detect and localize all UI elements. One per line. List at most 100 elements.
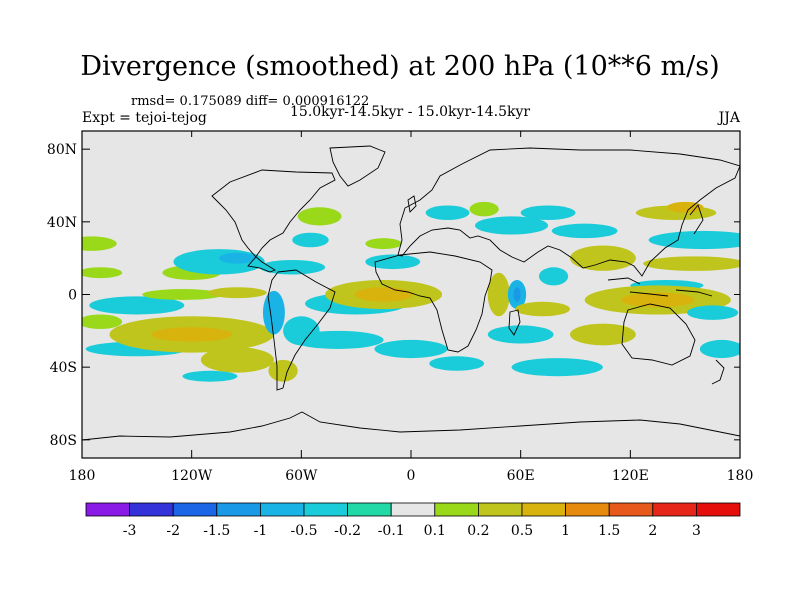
field-region-50 bbox=[182, 370, 238, 382]
field-region-28 bbox=[474, 216, 549, 235]
field-region-16 bbox=[268, 359, 298, 382]
map-axes: 180 120W 60W 0 60E 120E 180 80N 40N 0 40S 80S bbox=[47, 131, 753, 484]
field-region-25 bbox=[374, 339, 448, 359]
colorbar-level-label: 1 bbox=[561, 523, 570, 539]
field-region-31 bbox=[570, 245, 636, 271]
colorbar-swatch bbox=[303, 502, 348, 517]
x-tick-label: 120E bbox=[612, 468, 649, 484]
field-region-35 bbox=[643, 256, 740, 271]
colorbar-level-label: -0.1 bbox=[378, 523, 405, 539]
field-region-41 bbox=[513, 287, 521, 302]
colorbar-level-label: 0.1 bbox=[424, 523, 446, 539]
colorbar: -3 -2 -1.5 -1 -0.5 -0.2 -0.1 0.1 0.2 0.5 1 1.5 2 3 bbox=[85, 502, 741, 539]
field-region-23 bbox=[365, 254, 421, 270]
field-region-34 bbox=[648, 230, 740, 250]
colorbar-level-label: 0.5 bbox=[511, 523, 533, 539]
y-tick-label: 80N bbox=[47, 142, 77, 158]
colorbar-swatch bbox=[477, 502, 523, 517]
x-tick-label: 120W bbox=[171, 468, 213, 484]
field-region-48 bbox=[699, 339, 740, 359]
field-region-18 bbox=[292, 330, 384, 349]
colorbar-swatch bbox=[652, 502, 697, 517]
field-region-15 bbox=[262, 290, 285, 335]
field-region-2 bbox=[82, 314, 123, 330]
y-tick-label: 40S bbox=[50, 360, 77, 376]
field-region-30 bbox=[551, 223, 618, 239]
coastline-japan bbox=[689, 204, 704, 235]
colorbar-level-label: -0.5 bbox=[291, 523, 318, 539]
map-plot-area bbox=[81, 130, 741, 459]
colorbar-level-label: 2 bbox=[648, 523, 657, 539]
x-tick-label: 180 bbox=[69, 468, 96, 484]
chart-title: Divergence (smoothed) at 200 hPa (10**6 … bbox=[80, 51, 720, 82]
colorbar-swatch bbox=[565, 502, 610, 517]
y-tick-label: 40N bbox=[47, 215, 77, 231]
colorbar-level-label: 0.2 bbox=[467, 523, 489, 539]
field-region-43 bbox=[515, 301, 571, 317]
season-label: JJA bbox=[718, 110, 740, 126]
colorbar-level-label: -3 bbox=[123, 523, 137, 539]
field-region-1 bbox=[82, 267, 123, 279]
field-region-8 bbox=[200, 347, 274, 373]
divergence-field bbox=[82, 201, 740, 382]
field-region-22 bbox=[292, 232, 329, 248]
coastline-new-zealand bbox=[711, 359, 725, 385]
coastline-greenland bbox=[329, 145, 386, 187]
field-region-46 bbox=[511, 358, 603, 377]
x-tick-label: 60W bbox=[285, 468, 318, 484]
colorbar-level-label: -2 bbox=[166, 523, 180, 539]
x-tick-label: 0 bbox=[407, 468, 416, 484]
coastline-africa bbox=[374, 251, 493, 353]
colorbar-level-label: -1 bbox=[254, 523, 268, 539]
field-region-26 bbox=[425, 205, 470, 221]
field-region-33 bbox=[666, 201, 704, 213]
field-region-20 bbox=[354, 287, 413, 302]
colorbar-swatch bbox=[85, 502, 130, 517]
x-tick-label: 180 bbox=[727, 468, 754, 484]
field-region-45 bbox=[570, 323, 636, 346]
stats-label: rmsd= 0.175089 diff= 0.000916122 bbox=[131, 94, 370, 109]
field-region-7 bbox=[151, 327, 232, 342]
field-region-49 bbox=[429, 356, 485, 371]
colorbar-swatch bbox=[434, 502, 479, 517]
coastline-north-america bbox=[211, 169, 336, 273]
field-region-47 bbox=[686, 305, 739, 320]
y-tick-label: 0 bbox=[68, 288, 77, 304]
field-region-13 bbox=[208, 287, 267, 299]
field-region-11 bbox=[219, 252, 256, 264]
colorbar-swatch bbox=[129, 502, 174, 517]
colorbar-swatch bbox=[696, 502, 741, 517]
field-region-38 bbox=[621, 292, 695, 308]
colorbar-level-label: -0.2 bbox=[334, 523, 361, 539]
colorbar-swatch bbox=[608, 502, 654, 517]
field-region-9 bbox=[142, 289, 223, 300]
coastline-uk bbox=[407, 195, 417, 213]
field-region-24 bbox=[365, 238, 402, 250]
coastline-antarctica bbox=[82, 411, 740, 441]
colorbar-level-label: -1.5 bbox=[203, 523, 230, 539]
field-region-21 bbox=[297, 207, 342, 226]
colorbar-swatch bbox=[216, 502, 261, 517]
colorbar-level-label: 1.5 bbox=[598, 523, 620, 539]
colorbar-level-label: 3 bbox=[692, 523, 701, 539]
experiment-label: Expt = tejoi-tejog bbox=[82, 110, 207, 126]
field-region-42 bbox=[538, 267, 569, 286]
field-region-0 bbox=[82, 236, 117, 251]
colorbar-swatch bbox=[347, 502, 392, 517]
coastline-maritime-continent bbox=[607, 277, 713, 297]
field-region-12 bbox=[259, 259, 326, 275]
y-tick-label: 80S bbox=[50, 433, 77, 449]
field-region-10 bbox=[173, 249, 265, 275]
colorbar-swatch bbox=[172, 502, 218, 517]
coastline-madagascar bbox=[508, 309, 521, 336]
field-region-27 bbox=[469, 201, 499, 217]
field-region-44 bbox=[487, 325, 554, 344]
colorbar-swatch bbox=[390, 502, 436, 517]
field-region-3 bbox=[89, 296, 185, 315]
field-region-39 bbox=[487, 272, 510, 317]
coastlines bbox=[82, 145, 740, 441]
colorbar-swatch bbox=[259, 502, 305, 517]
coastline-south-america bbox=[267, 269, 336, 391]
colorbar-swatch bbox=[521, 502, 566, 517]
